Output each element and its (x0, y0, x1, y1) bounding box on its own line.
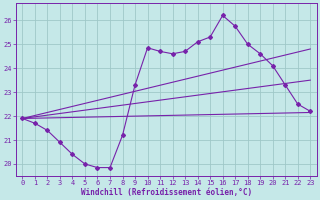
X-axis label: Windchill (Refroidissement éolien,°C): Windchill (Refroidissement éolien,°C) (81, 188, 252, 197)
